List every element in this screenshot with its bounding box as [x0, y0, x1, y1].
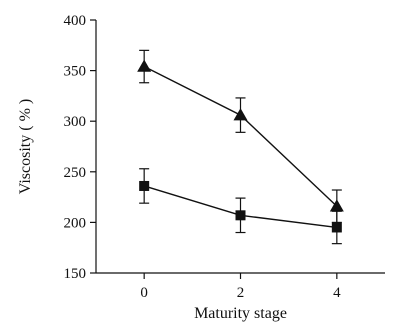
axes	[95, 20, 385, 274]
y-tick-label: 150	[64, 266, 87, 282]
y-tick-label: 400	[64, 13, 87, 29]
y-tick-label: 300	[64, 114, 87, 130]
series-layer	[137, 49, 344, 245]
y-tick-label: 350	[64, 64, 87, 80]
x-ticks: 0 2 4	[140, 273, 341, 301]
x-axis-title: Maturity stage	[194, 305, 287, 322]
y-axis-title: Viscosity ( % )	[17, 99, 34, 194]
y-tick-label: 200	[64, 215, 87, 231]
square-marker	[139, 180, 150, 191]
triangle-marker	[329, 199, 344, 212]
y-ticks: 150 200 250 300 350 400	[64, 13, 96, 282]
series-square	[139, 168, 342, 245]
series-line	[143, 65, 338, 207]
square-marker	[331, 222, 342, 233]
x-tick-label: 0	[140, 285, 148, 301]
x-tick-label: 2	[237, 285, 245, 301]
series-triangle	[137, 49, 344, 223]
x-tick-label: 4	[333, 285, 341, 301]
square-marker	[235, 210, 246, 221]
triangle-marker	[233, 108, 248, 121]
y-tick-label: 250	[64, 165, 87, 181]
triangle-marker	[137, 59, 152, 72]
